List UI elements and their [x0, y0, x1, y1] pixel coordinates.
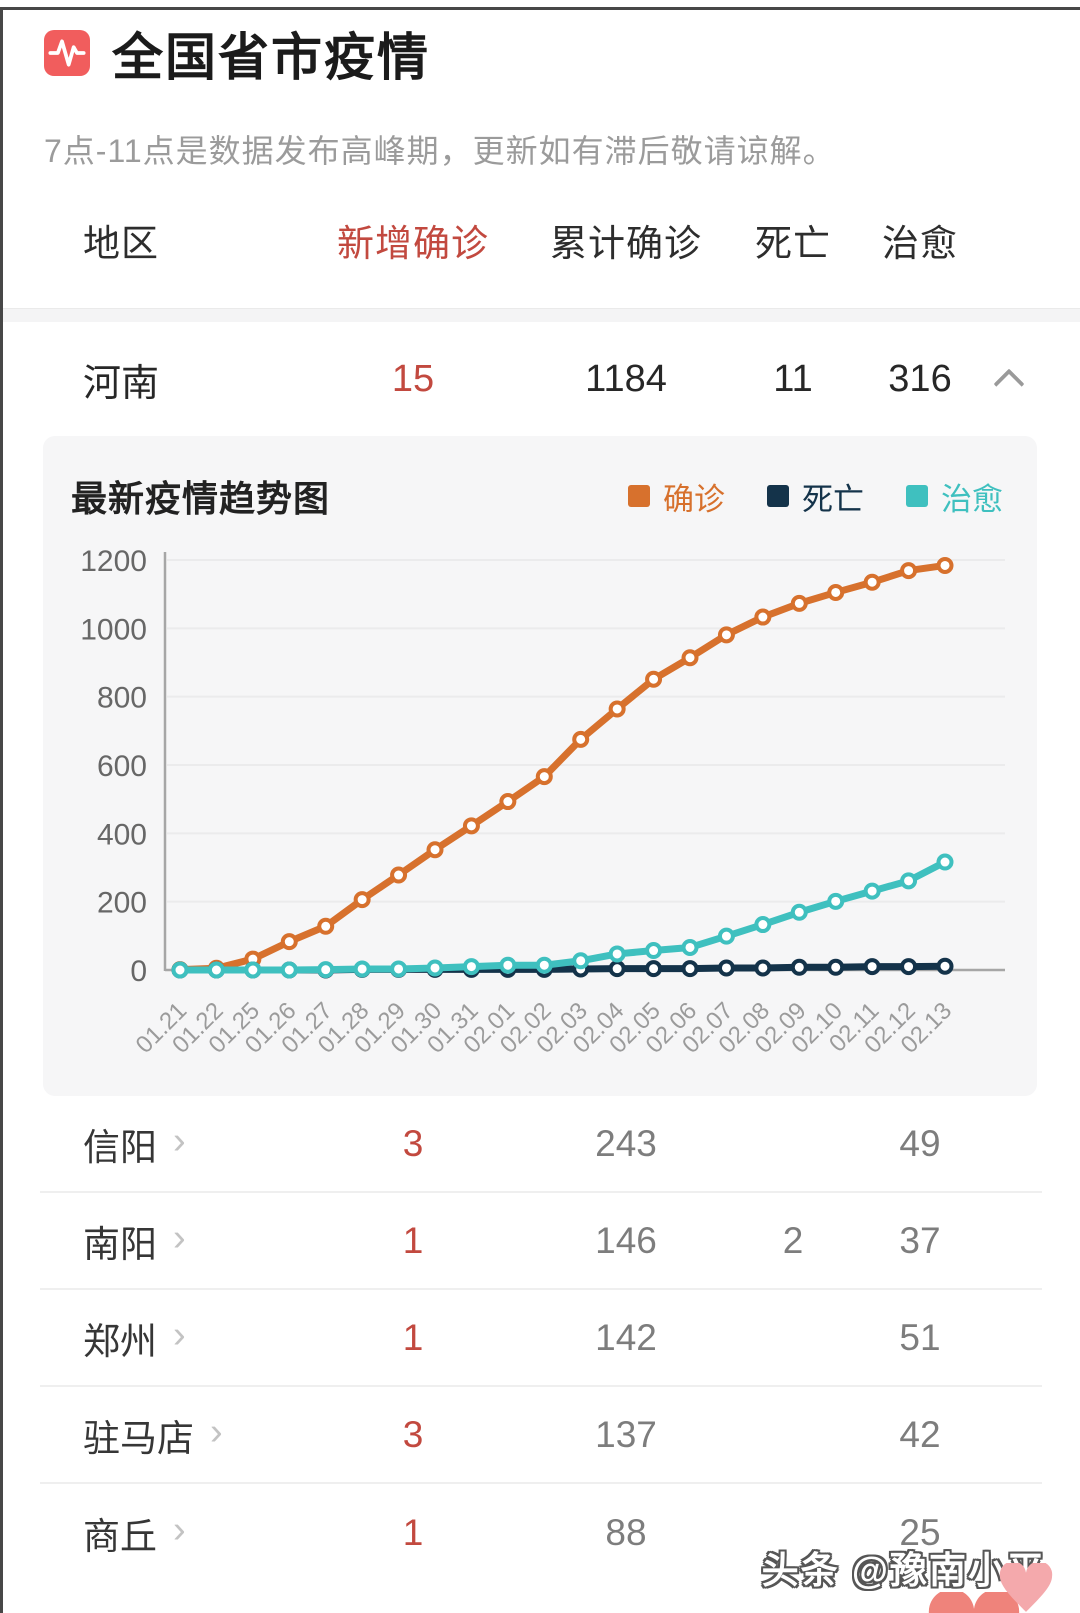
trend-chart-panel: 最新疫情趋势图 确诊 死亡 治愈 0 200 400 600 800 1000 1200 01.2… — [43, 436, 1037, 1096]
total-confirmed-value: 137 — [595, 1413, 657, 1455]
table-row[interactable]: 信阳 › 3 243 49 — [40, 1096, 1042, 1193]
svg-text:600: 600 — [97, 750, 147, 783]
table-row[interactable]: 商丘 › 1 88 25 — [40, 1484, 1042, 1581]
svg-text:800: 800 — [97, 682, 147, 715]
legend-label: 死亡 — [802, 481, 864, 517]
svg-text:200: 200 — [97, 887, 147, 920]
legend-item[interactable]: 确诊 — [628, 474, 725, 519]
pulse-icon — [44, 30, 90, 76]
svg-text:0: 0 — [130, 955, 147, 988]
legend-label: 治愈 — [941, 481, 1003, 517]
column-header-total-confirmed[interactable]: 累计确诊 — [550, 223, 702, 264]
deaths-value: 11 — [773, 357, 813, 400]
screenshot-left-border — [0, 7, 3, 1613]
section-divider — [0, 308, 1080, 322]
cured-value: 25 — [899, 1511, 941, 1553]
svg-text:1000: 1000 — [80, 613, 147, 646]
cured-value: 51 — [899, 1316, 941, 1358]
new-confirmed-value: 3 — [402, 1413, 424, 1455]
region-name[interactable]: 商丘 — [83, 1515, 157, 1557]
legend-label: 确诊 — [663, 481, 725, 517]
legend-swatch — [767, 485, 789, 507]
legend-item[interactable]: 治愈 — [906, 474, 1003, 519]
chart-legend: 确诊 死亡 治愈 — [628, 474, 1003, 519]
chart-title: 最新疫情趋势图 — [71, 478, 331, 519]
column-header-deaths[interactable]: 死亡 — [755, 223, 831, 264]
collapse-chevron-icon[interactable] — [997, 365, 1025, 393]
svg-text:1200: 1200 — [80, 545, 147, 578]
legend-swatch — [628, 485, 650, 507]
chevron-right-icon: › — [173, 1119, 186, 1162]
city-list: 信阳 › 3 243 49 南阳 › 1 146 2 37 郑州 › 1 142 51… — [0, 1096, 1080, 1581]
legend-item[interactable]: 死亡 — [767, 474, 864, 519]
cured-value: 49 — [899, 1122, 941, 1164]
chevron-right-icon: › — [173, 1216, 186, 1259]
new-confirmed-value: 1 — [402, 1511, 424, 1553]
trend-chart-svg: 02004006008001000120001.2101.2201.2501.2… — [80, 545, 1005, 1059]
column-header-region: 地区 — [83, 223, 159, 264]
new-confirmed-value: 15 — [391, 357, 435, 400]
heart-icon — [999, 1563, 1053, 1612]
total-confirmed-value: 243 — [595, 1122, 657, 1164]
chevron-right-icon: › — [173, 1313, 186, 1356]
deaths-value: 2 — [782, 1219, 804, 1261]
heart-icon — [928, 1592, 1020, 1613]
region-name[interactable]: 郑州 — [83, 1320, 157, 1362]
new-confirmed-value: 1 — [402, 1316, 424, 1358]
total-confirmed-value: 1184 — [585, 357, 667, 400]
table-row[interactable]: 南阳 › 1 146 2 37 — [40, 1193, 1042, 1290]
table-row[interactable]: 郑州 › 1 142 51 — [40, 1290, 1042, 1387]
table-header: 地区 新增确诊 累计确诊 死亡 治愈 — [0, 172, 1080, 308]
cured-value: 37 — [899, 1219, 941, 1261]
total-confirmed-value: 142 — [595, 1316, 657, 1358]
chevron-right-icon: › — [210, 1410, 223, 1453]
new-confirmed-value: 3 — [402, 1122, 424, 1164]
column-header-new-confirmed[interactable]: 新增确诊 — [337, 223, 489, 264]
screenshot-top-border — [0, 7, 1080, 10]
new-confirmed-value: 1 — [402, 1219, 424, 1261]
page-subtitle: 7点-11点是数据发布高峰期，更新如有滞后敬请谅解。 — [44, 133, 836, 169]
svg-text:400: 400 — [97, 818, 147, 851]
chevron-right-icon: › — [173, 1508, 186, 1551]
author-watermark: 头条 @豫南小平 — [761, 1550, 1046, 1591]
total-confirmed-value: 146 — [595, 1219, 657, 1261]
province-row-henan[interactable]: 河南 15 1184 11 316 — [0, 322, 1080, 436]
cured-value: 316 — [888, 357, 952, 400]
region-name[interactable]: 南阳 — [83, 1223, 157, 1265]
total-confirmed-value: 88 — [605, 1511, 647, 1553]
region-name[interactable]: 驻马店 — [83, 1417, 194, 1459]
table-row[interactable]: 驻马店 › 3 137 42 — [40, 1387, 1042, 1484]
region-name[interactable]: 信阳 — [83, 1126, 157, 1168]
legend-swatch — [906, 485, 928, 507]
page-title: 全国省市疫情 — [112, 29, 431, 86]
column-header-cured[interactable]: 治愈 — [882, 223, 958, 264]
region-name[interactable]: 河南 — [83, 362, 160, 405]
page-header: 全国省市疫情 7点-11点是数据发布高峰期，更新如有滞后敬请谅解。 — [0, 0, 1080, 172]
cured-value: 42 — [899, 1413, 941, 1455]
